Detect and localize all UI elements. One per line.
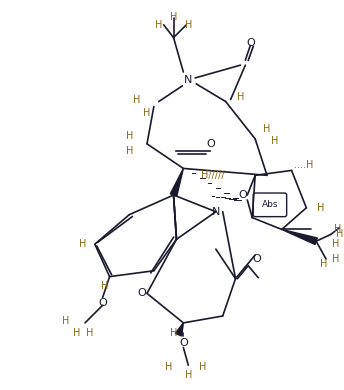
Text: H: H	[170, 12, 177, 22]
Text: O: O	[238, 190, 247, 200]
Text: O: O	[206, 139, 215, 149]
Text: H: H	[332, 239, 340, 249]
Text: O: O	[138, 288, 147, 298]
Text: H: H	[143, 108, 151, 118]
Text: O: O	[179, 338, 188, 347]
Text: H: H	[185, 370, 192, 380]
Text: O: O	[246, 37, 255, 48]
Text: H: H	[200, 362, 207, 372]
Text: H: H	[101, 282, 108, 291]
Text: H: H	[74, 328, 81, 338]
Text: H: H	[79, 239, 87, 249]
Text: H: H	[263, 124, 271, 134]
Text: H: H	[86, 328, 94, 338]
Text: O: O	[98, 298, 107, 308]
Text: H: H	[170, 328, 177, 338]
Text: O: O	[253, 254, 261, 264]
Text: H: H	[320, 259, 328, 269]
Text: H: H	[271, 136, 279, 146]
Text: H: H	[318, 203, 325, 213]
Text: N: N	[184, 75, 193, 85]
Text: H: H	[237, 92, 244, 102]
Text: H: H	[334, 224, 342, 234]
Text: H: H	[185, 20, 192, 30]
Text: Abs: Abs	[262, 200, 278, 209]
Text: H: H	[165, 362, 172, 372]
Text: H: H	[336, 229, 343, 239]
FancyBboxPatch shape	[253, 193, 287, 216]
Text: H: H	[133, 95, 141, 105]
Polygon shape	[175, 323, 183, 336]
Text: N: N	[212, 207, 220, 217]
Text: H: H	[155, 20, 162, 30]
Text: H/////: H/////	[201, 170, 225, 180]
Polygon shape	[282, 229, 317, 245]
Text: H: H	[126, 131, 133, 141]
Text: ....H: ....H	[294, 161, 313, 170]
Text: H: H	[126, 146, 133, 156]
Text: H: H	[332, 254, 340, 264]
Text: H: H	[62, 316, 69, 326]
Polygon shape	[170, 168, 183, 196]
